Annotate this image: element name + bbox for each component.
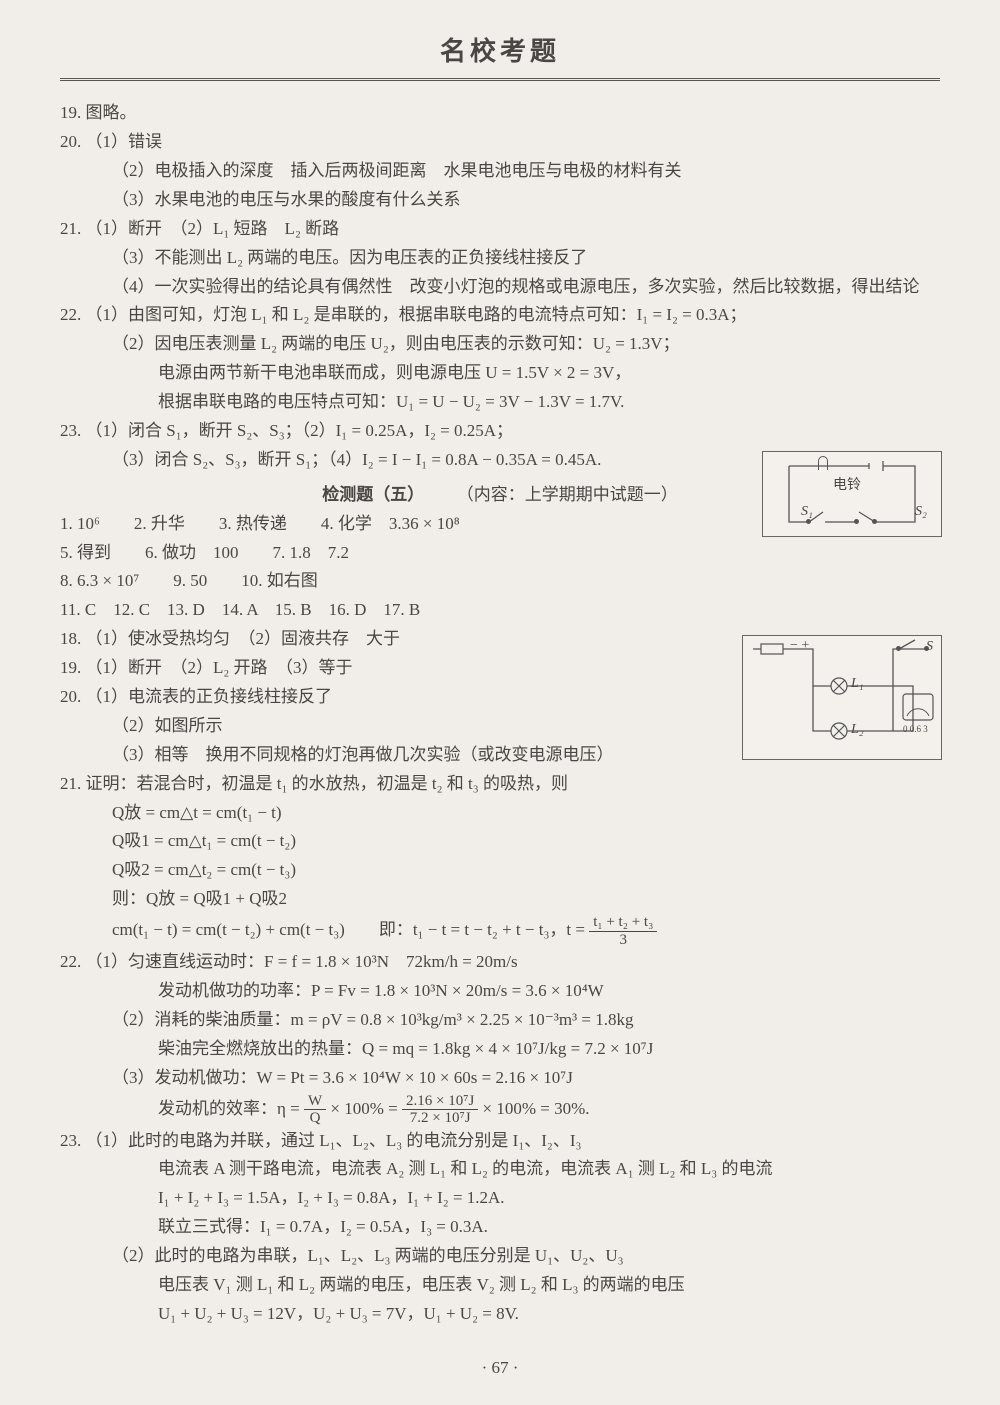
q19: 19. 图略。 — [60, 99, 940, 128]
fig2-s: S — [926, 635, 933, 659]
a21-6-frac: t₁ + t₂ + t₃ 3 — [589, 914, 657, 948]
f1-num: W — [304, 1093, 326, 1111]
circuit-svg-2 — [743, 636, 941, 759]
q21-1: 21. （1）断开 （2）L₁ 短路 L₂ 断路 — [60, 215, 940, 244]
page-number: · 67 · — [0, 1354, 1000, 1383]
section-title-main: 检测题（五） — [322, 485, 424, 504]
fig2-scale: 0 0.6 3 — [903, 722, 928, 737]
q20-3: （3）水果电池的电压与水果的酸度有什么关系 — [60, 186, 940, 215]
a21-2: Q放 = cm△t = cm(t₁ − t) — [60, 799, 940, 828]
b22-3: （2）消耗的柴油质量：m = ρV = 0.8 × 10³kg/m³ × 2.2… — [60, 1006, 940, 1035]
frac-num: t₁ + t₂ + t₃ — [589, 914, 657, 932]
q23-1: 23. （1）闭合 S₁，断开 S₂、S₃；（2）I₁ = 0.25A，I₂ =… — [60, 417, 940, 446]
node-icon — [854, 519, 859, 524]
f2-num: 2.16 × 10⁷J — [402, 1093, 478, 1111]
b23-1: 23. （1）此时的电路为并联，通过 L₁、L₂、L₃ 的电流分别是 I₁、I₂… — [60, 1127, 940, 1156]
f1-den: Q — [304, 1110, 326, 1127]
fig1-bell-label: 电铃 — [833, 474, 861, 498]
q20-1: 20. （1）错误 — [60, 128, 940, 157]
figure-lamp-circuit: − + S L₁ L₂ 0 0.6 3 — [742, 635, 942, 760]
b22-6-f1: W Q — [304, 1093, 326, 1127]
b22-6-f2: 2.16 × 10⁷J 7.2 × 10⁷J — [402, 1093, 478, 1127]
b22-2: 发动机做功的功率：P = Fv = 1.8 × 10³N × 20m/s = 3… — [60, 977, 940, 1006]
frac-den: 3 — [589, 932, 657, 949]
node-icon — [872, 519, 877, 524]
b23-3: I₁ + I₂ + I₃ = 1.5A，I₂ + I₃ = 0.8A，I₁ + … — [60, 1184, 940, 1213]
b23-4: 联立三式得：I₁ = 0.7A，I₂ = 0.5A，I₃ = 0.3A. — [60, 1213, 940, 1242]
b23-7: U₁ + U₂ + U₃ = 12V，U₂ + U₃ = 7V，U₁ + U₂ … — [60, 1300, 940, 1329]
title-rule — [60, 78, 940, 81]
a21-6: cm(t₁ − t) = cm(t − t₂) + cm(t − t₃) 即：t… — [60, 914, 940, 948]
b22-5: （3）发动机做功：W = Pt = 3.6 × 10⁴W × 10 × 60s … — [60, 1064, 940, 1093]
q22-4: 根据串联电路的电压特点可知：U₁ = U − U₂ = 3V − 1.3V = … — [60, 388, 940, 417]
a11: 11. C 12. C 13. D 14. A 15. B 16. D 17. … — [60, 596, 940, 625]
b22-6-post: × 100% = 30%. — [483, 1098, 590, 1117]
a21-3: Q吸1 = cm△t₁ = cm(t − t₂) — [60, 827, 940, 856]
b23-2: 电流表 A 测干路电流，电流表 A₂ 测 L₁ 和 L₂ 的电流，电流表 A₁ … — [60, 1155, 940, 1184]
b22-6-pre: 发动机的效率：η = — [158, 1098, 304, 1117]
a21-1: 21. 证明：若混合时，初温是 t₁ 的水放热，初温是 t₂ 和 t₃ 的吸热，… — [60, 770, 940, 799]
fig2-l2: L₂ — [851, 718, 864, 742]
bell-icon — [818, 456, 828, 470]
q22-3: 电源由两节新干电池串联而成，则电源电压 U = 1.5V × 2 = 3V， — [60, 359, 940, 388]
q21-2: （3）不能测出 L₂ 两端的电压。因为电压表的正负接线柱接反了 — [60, 244, 940, 273]
b22-4: 柴油完全燃烧放出的热量：Q = mq = 1.8kg × 4 × 10⁷J/kg… — [60, 1035, 940, 1064]
f2-den: 7.2 × 10⁷J — [402, 1110, 478, 1127]
fig1-s1: S₁ — [801, 500, 813, 524]
a21-5: 则：Q放 = Q吸1 + Q吸2 — [60, 885, 940, 914]
fig2-plus: − + — [790, 634, 809, 658]
fig2-l1: L₁ — [851, 672, 864, 696]
q21-3: （4）一次实验得出的结论具有偶然性 改变小灯泡的规格或电源电压，多次实验，然后比… — [60, 273, 940, 302]
a5: 5. 得到 6. 做功 100 7. 1.8 7.2 — [60, 539, 940, 568]
page-title: 名校考题 — [60, 30, 940, 74]
b22-6: 发动机的效率：η = W Q × 100% = 2.16 × 10⁷J 7.2 … — [60, 1093, 940, 1127]
b22-1: 22. （1）匀速直线运动时：F = f = 1.8 × 10³N 72km/h… — [60, 948, 940, 977]
fig1-s2: S₂ — [915, 500, 927, 524]
b22-6-mid: × 100% = — [330, 1098, 402, 1117]
section-title-note: （内容：上学期期中试题一） — [457, 485, 678, 504]
a21-4: Q吸2 = cm△t₂ = cm(t − t₃) — [60, 856, 940, 885]
node-icon — [896, 646, 901, 651]
a8: 8. 6.3 × 10⁷ 9. 50 10. 如右图 — [60, 567, 940, 596]
a21-6-pre: cm(t₁ − t) = cm(t − t₂) + cm(t − t₃) 即：t… — [112, 920, 589, 939]
q20-2: （2）电极插入的深度 插入后两极间距离 水果电池电压与电极的材料有关 — [60, 157, 940, 186]
b23-6: 电压表 V₁ 测 L₁ 和 L₂ 两端的电压，电压表 V₂ 测 L₂ 和 L₃ … — [60, 1271, 940, 1300]
figure-bell-circuit: 电铃 S₁ S₂ — [762, 451, 942, 537]
q22-2: （2）因电压表测量 L₂ 两端的电压 U₂，则由电压表的示数可知：U₂ = 1.… — [60, 330, 940, 359]
b23-5: （2）此时的电路为串联，L₁、L₂、L₃ 两端的电压分别是 U₁、U₂、U₃ — [60, 1242, 940, 1271]
q22-1: 22. （1）由图可知，灯泡 L₁ 和 L₂ 是串联的，根据串联电路的电流特点可… — [60, 301, 940, 330]
